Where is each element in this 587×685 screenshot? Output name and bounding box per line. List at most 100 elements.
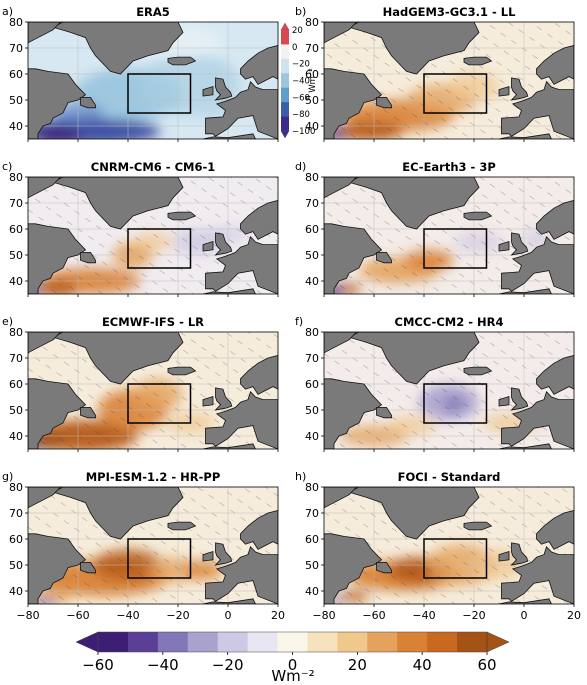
land-labrador (324, 378, 383, 449)
land-scandinavia (240, 199, 278, 240)
y-tick-label: 80 (9, 16, 23, 29)
x-tick-label: −80 (16, 609, 39, 622)
land-europe (501, 236, 574, 294)
x-tick-label: 20 (567, 609, 581, 622)
land-newfoundland (80, 562, 96, 574)
land-ireland (498, 85, 510, 97)
colorbar-extend-high (486, 631, 510, 653)
map-panel-7: MPI-ESM-1.2 - HR-PP g)80 70 60 50 40 −80 −60 −40… (2, 470, 285, 622)
inset-colorbar-unit: Wm⁻² (308, 68, 318, 93)
panel-title: CNRM-CM6 - CM6-1 (91, 160, 215, 174)
land-ireland (202, 240, 214, 252)
x-tick-label: −60 (362, 609, 385, 622)
land-scandinavia (536, 199, 574, 240)
land-britain (214, 387, 233, 411)
land-canada (28, 22, 62, 44)
colorbar-tick-label: 60 (477, 656, 496, 674)
x-tick-label: 0 (521, 609, 528, 622)
y-tick-label: 60 (9, 533, 23, 546)
map-panel-3: CNRM-CM6 - CM6-1 c)80 70 60 50 40 (2, 160, 279, 297)
colorbar-tick-label: 0 (288, 656, 298, 674)
y-tick-label: 40 (9, 120, 23, 133)
colorbar-extend-low (75, 631, 99, 653)
y-tick-label: 60 (305, 223, 319, 236)
land-greenland (51, 22, 184, 75)
land-labrador (28, 68, 87, 139)
land-scandinavia (536, 354, 574, 395)
panel-label: h) (295, 470, 306, 483)
land-labrador (324, 68, 383, 139)
colorbar-cell (397, 632, 428, 652)
y-tick-label: 80 (305, 16, 319, 29)
x-tick-label: −60 (66, 609, 89, 622)
y-tick-label: 60 (305, 533, 319, 546)
map-panel-2: HadGEM3-GC3.1 - LL b)80 70 60 50 40 (295, 5, 575, 142)
land-iceland (167, 211, 197, 221)
land-newfoundland (376, 406, 392, 419)
panel-label: c) (2, 160, 12, 173)
inset-colorbar-tick: −20 (292, 60, 310, 70)
land-newfoundland (376, 97, 392, 109)
y-tick-label: 70 (305, 352, 319, 365)
colorbar-cell (127, 632, 159, 652)
x-tick-label: 20 (271, 609, 285, 622)
land-scandinavia (240, 509, 278, 550)
land-ireland (498, 240, 510, 252)
y-tick-label: 40 (9, 430, 23, 443)
y-tick-label: 80 (9, 326, 23, 339)
region-box (127, 228, 192, 269)
inset-colorbar-tick: −60 (292, 93, 310, 103)
land-britain (510, 77, 529, 101)
colorbar-tick-label: −60 (82, 656, 114, 674)
x-tick-label: −20 (166, 609, 189, 622)
y-tick-label: 60 (9, 68, 23, 81)
inset-colorbar-cell (281, 87, 289, 103)
region-box (127, 73, 192, 114)
panel-title: ERA5 (136, 5, 170, 19)
land-europe (501, 391, 574, 449)
panel-title: CMCC-CM2 - HR4 (395, 315, 504, 329)
land-labrador (28, 223, 87, 294)
land-newfoundland (80, 406, 96, 419)
region-box (127, 538, 192, 579)
map-panel-8: FOCI - Standard h)80 70 60 50 40 −80 −60 −40 −20 0… (295, 470, 581, 622)
x-tick-label: −80 (312, 609, 335, 622)
y-tick-label: 80 (305, 326, 319, 339)
land-ireland (498, 550, 510, 562)
panel-label: a) (2, 5, 13, 18)
inset-colorbar-cell (281, 116, 289, 132)
colorbar-tick-label: 40 (413, 656, 432, 674)
region-box (423, 383, 488, 424)
map-panel-5: ECMWF-IFS - LR e)80 70 60 50 40 (2, 315, 279, 452)
panel-label: e) (2, 315, 13, 328)
land-canada (324, 487, 358, 509)
land-britain (214, 232, 233, 256)
land-ireland (202, 550, 214, 562)
panel-frame (323, 176, 575, 295)
land-iceland (463, 366, 493, 376)
land-ireland (202, 85, 214, 97)
land-iceland (167, 366, 197, 376)
land-canada (28, 487, 62, 509)
colorbar-cell (217, 632, 249, 652)
colorbar-cell (337, 632, 368, 652)
y-tick-label: 50 (305, 404, 319, 417)
panel-frame (27, 486, 279, 605)
panel-title: FOCI - Standard (398, 470, 501, 484)
land-newfoundland (376, 251, 392, 264)
inset-colorbar-tick: −100 (292, 127, 315, 137)
x-tick-label: 0 (225, 609, 232, 622)
y-tick-label: 70 (305, 197, 319, 210)
inset-colorbar-cell (281, 58, 289, 74)
land-canada (28, 332, 62, 354)
y-tick-label: 60 (305, 378, 319, 391)
land-greenland (51, 487, 184, 540)
land-labrador (324, 533, 383, 604)
x-tick-label: −40 (116, 609, 139, 622)
panel-frame (27, 21, 279, 140)
land-greenland (51, 177, 184, 230)
panel-frame (323, 486, 575, 605)
map-panel-4: EC-Earth3 - 3P d)80 70 60 50 40 (295, 160, 575, 297)
